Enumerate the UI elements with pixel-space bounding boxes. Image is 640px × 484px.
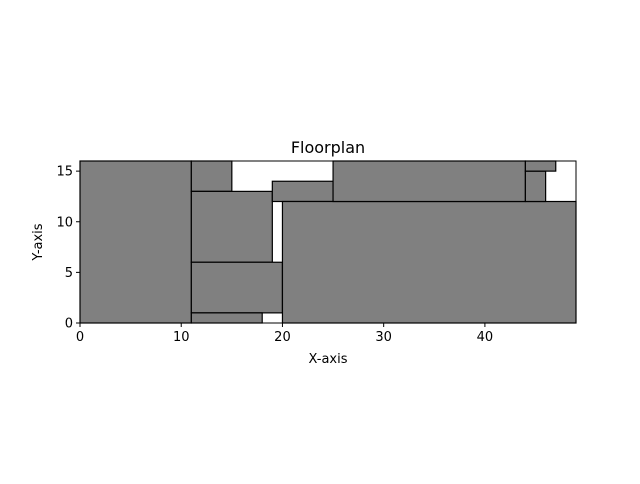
room-rect [524,170,547,203]
y-tick-label: 15 [56,165,73,180]
x-axis-ticks: 0 10 20 30 40 [76,323,493,345]
room-rect [190,190,273,263]
y-tick-label: 10 [56,215,73,230]
plot-area-frame [79,160,577,324]
room-rect [271,180,334,203]
chart-title: Floorplan [291,138,365,157]
room-rect [190,261,284,314]
rooms-layer [79,160,577,324]
room-rect [332,160,526,203]
x-tick-label: 20 [274,330,291,345]
y-tick-label: 5 [65,266,73,281]
room-rect [190,312,263,324]
room-rect [524,160,557,172]
x-tick-label: 40 [477,330,494,345]
room-rect [190,160,233,192]
y-axis-label: Y-axis [31,223,46,261]
y-tick-label: 0 [65,317,73,332]
x-tick-label: 0 [76,330,84,345]
room-rect [79,160,192,324]
x-axis-label: X-axis [309,352,348,367]
y-axis-ticks: 0 5 10 15 [56,165,80,332]
x-tick-label: 30 [375,330,392,345]
x-tick-label: 10 [173,330,190,345]
room-rect [281,200,577,324]
